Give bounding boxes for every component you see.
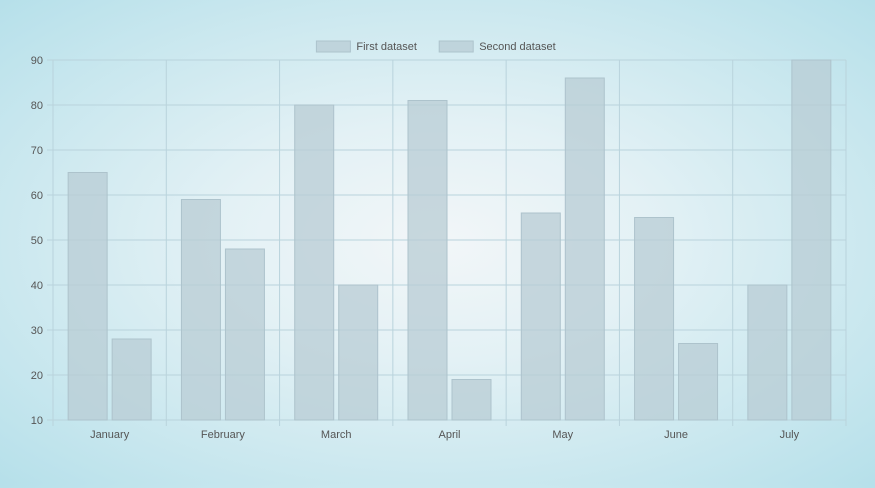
legend-label: Second dataset bbox=[479, 41, 555, 53]
bar-second-dataset bbox=[111, 338, 152, 421]
legend-swatch bbox=[438, 40, 474, 53]
bar-first-dataset bbox=[634, 217, 675, 421]
bar-second-dataset bbox=[451, 379, 492, 421]
chart-bars bbox=[67, 59, 832, 421]
y-tick-label: 60 bbox=[31, 190, 43, 202]
y-tick-label: 90 bbox=[31, 55, 43, 67]
bar-second-dataset bbox=[338, 284, 379, 421]
x-tick-label: April bbox=[438, 429, 460, 441]
bar-second-dataset bbox=[791, 59, 832, 421]
x-tick-label: February bbox=[201, 429, 246, 441]
bar-first-dataset bbox=[520, 212, 561, 421]
legend-label: First dataset bbox=[356, 41, 417, 53]
x-tick-label: May bbox=[552, 429, 573, 441]
x-tick-label: March bbox=[321, 429, 352, 441]
bar-second-dataset bbox=[678, 343, 719, 421]
y-tick-label: 10 bbox=[31, 415, 43, 427]
x-axis: January February March April May June July bbox=[90, 429, 800, 441]
y-tick-label: 70 bbox=[31, 145, 43, 157]
y-tick-label: 80 bbox=[31, 100, 43, 112]
bar-first-dataset bbox=[67, 172, 108, 421]
y-tick-label: 50 bbox=[31, 235, 43, 247]
y-tick-label: 30 bbox=[31, 325, 43, 337]
x-tick-label: July bbox=[780, 429, 800, 441]
x-tick-label: January bbox=[90, 429, 130, 441]
legend-swatch bbox=[315, 40, 351, 53]
chart-legend: First dataset Second dataset bbox=[315, 40, 556, 53]
y-axis: 10 20 30 40 50 60 70 80 90 bbox=[31, 55, 43, 427]
bar-first-dataset bbox=[294, 104, 335, 421]
bar-second-dataset bbox=[224, 248, 265, 421]
bar-first-dataset bbox=[407, 100, 448, 421]
bar-second-dataset bbox=[564, 77, 605, 421]
bar-first-dataset bbox=[180, 199, 221, 421]
y-tick-label: 20 bbox=[31, 370, 43, 382]
x-tick-label: June bbox=[664, 429, 688, 441]
y-tick-label: 40 bbox=[31, 280, 43, 292]
bar-first-dataset bbox=[747, 284, 788, 421]
